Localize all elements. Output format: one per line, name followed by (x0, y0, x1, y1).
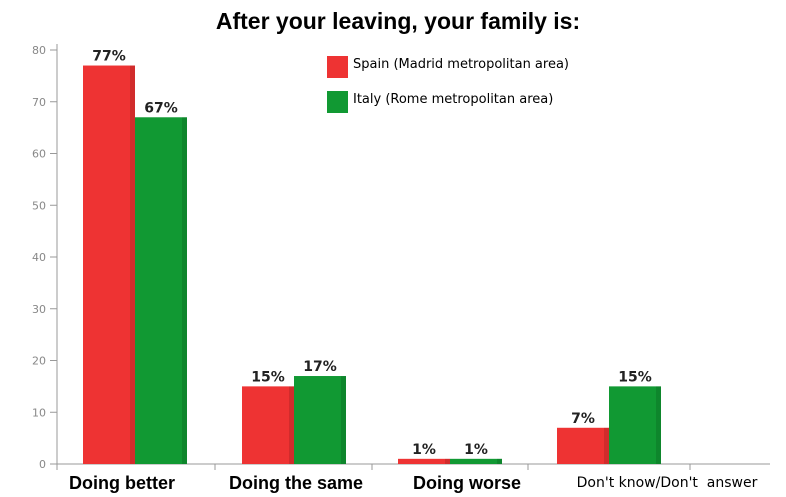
bar-shade (289, 386, 294, 464)
bar-italy-1 (294, 376, 346, 464)
bar-shade (182, 117, 187, 465)
category-label: Doing better (69, 473, 175, 493)
y-tick-label: 0 (39, 458, 46, 471)
chart-title: After your leaving, your family is: (216, 8, 580, 34)
data-labels: 77% 67% 15% 17% 1% 1% 7% 15% (92, 49, 652, 458)
category-label: Doing worse (413, 473, 521, 493)
category-label: Don't know/Don't answer (577, 475, 758, 491)
bar-shade (604, 427, 609, 464)
bar-italy-2 (450, 458, 502, 464)
bar-shade (130, 65, 135, 465)
bar-spain-0 (83, 65, 135, 465)
data-label: 15% (618, 369, 652, 385)
y-tick-label: 50 (32, 199, 46, 212)
legend: Spain (Madrid metropolitan area) Italy (R… (327, 56, 569, 113)
bar-spain-1 (242, 386, 294, 464)
bar-italy-0 (135, 117, 187, 465)
chart-bars (83, 65, 661, 465)
y-tick-label: 70 (32, 96, 46, 109)
y-tick-label: 40 (32, 251, 46, 264)
data-label: 67% (144, 100, 178, 116)
y-tick-label: 20 (32, 355, 46, 368)
y-tick-label: 10 (32, 406, 46, 419)
y-tick-label: 30 (32, 303, 46, 316)
y-tick-label: 80 (32, 44, 46, 57)
legend-label: Italy (Rome metropolitan area) (353, 92, 553, 107)
data-label: 17% (303, 359, 337, 375)
legend-swatch-spain (327, 56, 348, 78)
bar-spain-2 (398, 458, 450, 464)
bar-spain-3 (557, 427, 609, 464)
data-label: 77% (92, 49, 126, 65)
bar-shade (656, 386, 661, 464)
y-tick-label: 60 (32, 148, 46, 161)
bar-shade (341, 376, 346, 464)
data-label: 1% (464, 442, 488, 458)
legend-label: Spain (Madrid metropolitan area) (353, 57, 569, 72)
category-labels: Doing better Doing the same Doing worse Don… (69, 473, 758, 493)
data-label: 7% (571, 411, 595, 427)
category-label: Doing the same (229, 473, 363, 493)
legend-swatch-italy (327, 91, 348, 113)
bar-italy-3 (609, 386, 661, 464)
bar-shade (445, 458, 450, 464)
data-label: 1% (412, 442, 436, 458)
bar-shade (497, 458, 502, 464)
data-label: 15% (251, 369, 285, 385)
